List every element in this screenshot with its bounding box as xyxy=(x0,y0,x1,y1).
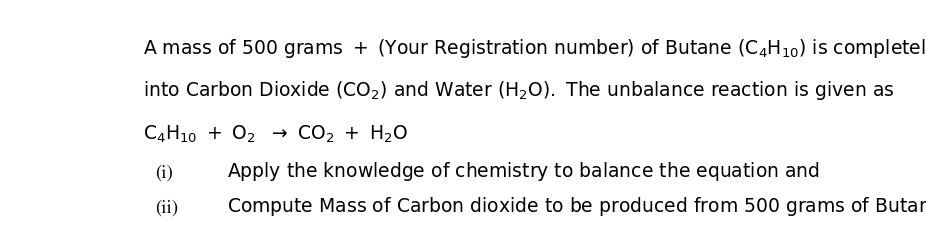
Text: (i): (i) xyxy=(156,164,173,182)
Text: $\mathrm{Compute\ Mass\ of\ Carbon\ dioxide\ to\ be\ produced\ from\ 500\ grams\: $\mathrm{Compute\ Mass\ of\ Carbon\ diox… xyxy=(227,196,926,218)
Text: $\mathrm{Apply\ the\ knowledge\ of\ chemistry\ to\ balance\ the\ equation\ and}$: $\mathrm{Apply\ the\ knowledge\ of\ chem… xyxy=(227,160,820,184)
Text: (ii): (ii) xyxy=(156,199,179,216)
Text: $\mathrm{into\ Carbon\ Dioxide\ (CO_2)\ and\ Water\ (H_2O).\ The\ unbalance\ rea: $\mathrm{into\ Carbon\ Dioxide\ (CO_2)\ … xyxy=(143,79,895,102)
Text: $\mathrm{C_4H_{10}\ +\ O_2\ \ \rightarrow\ CO_2\ +\ H_2O}$: $\mathrm{C_4H_{10}\ +\ O_2\ \ \rightarro… xyxy=(143,124,408,145)
Text: $\mathrm{A\ mass\ of\ 500\ grams\ +\ (Your\ Registration\ number)\ of\ Butane\ (: $\mathrm{A\ mass\ of\ 500\ grams\ +\ (Yo… xyxy=(143,37,926,60)
